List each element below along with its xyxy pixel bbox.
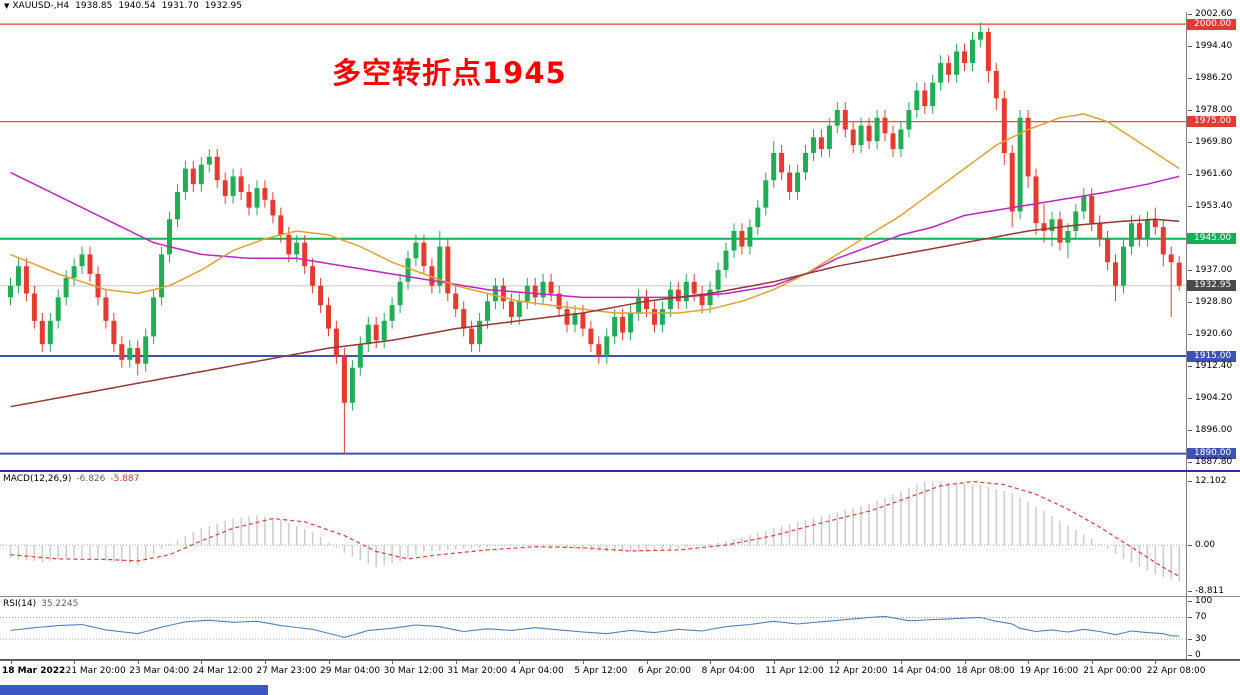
time-axis-label: 6 Apr 20:00 [638,666,691,676]
rsi-name: RSI(14) [3,599,37,609]
time-axis-label: 23 Mar 04:00 [129,666,190,676]
time-tick [10,661,12,664]
macd-axis[interactable]: 12.102 0.00 -8.811 [1186,472,1240,596]
quote-high: 1940.54 [118,1,156,11]
time-tick [328,661,330,664]
annotation-text: 多空转折点1945 [332,56,567,90]
macd-label: MACD(12,26,9) -6.826 -5.887 [3,474,144,484]
time-tick [582,661,584,664]
collapse-triangle-icon[interactable]: ▼ [4,2,10,10]
quote-low: 1931.70 [161,1,199,11]
rsi-axis-label: 70 [1188,612,1209,623]
time-axis-label: 24 Mar 12:00 [192,666,253,676]
macd-histogram [9,481,1180,582]
time-axis-label: 22 Apr 08:00 [1146,666,1206,676]
macd-panel[interactable]: MACD(12,26,9) -6.826 -5.887 12.102 0.00 -8.8… [0,472,1240,597]
rsi-line [10,615,1180,638]
macd-axis-label: 12.102 [1188,476,1230,487]
time-axis-label: 8 Apr 04:00 [701,666,755,676]
time-tick [710,661,712,664]
time-tick [1155,661,1157,664]
time-tick [964,661,966,664]
time-tick [646,661,648,664]
price-panel[interactable]: 多空转折点1945 2002.60 2000.00 1994.40 1986.20 19… [0,9,1240,472]
time-axis-label: 21 Mar 20:00 [65,666,126,676]
macd-chart-svg[interactable] [0,472,1186,596]
price-axis-label: 1994.40 [1188,41,1235,52]
time-tick [900,661,902,664]
price-axis-label: 1969.80 [1188,137,1235,148]
candles [8,22,1182,454]
time-axis-label: 4 Apr 04:00 [510,666,564,676]
symbol-timeframe: XAUUSD-,H4 [12,1,70,11]
time-tick [519,661,521,664]
time-axis-label: 27 Mar 23:00 [256,666,317,676]
rsi-chart-svg[interactable] [0,597,1186,659]
price-axis-label: 1975.00 [1187,116,1236,128]
time-axis-label: 31 Mar 20:00 [447,666,508,676]
macd-value: -6.826 [76,474,106,484]
rsi-axis[interactable]: 100 70 30 0 [1186,596,1240,661]
time-tick [264,661,266,664]
time-axis[interactable]: 18 Mar 2022 21 Mar 20:00 23 Mar 04:00 24 Ma… [0,660,1240,682]
time-tick [1091,661,1093,664]
rsi-label: RSI(14) 35.2245 [3,599,83,609]
bottom-blue-bar [0,685,268,695]
price-axis-label: 1945.00 [1187,233,1236,245]
time-tick [1028,661,1030,664]
price-axis-label: 1915.00 [1187,350,1236,362]
time-tick [837,661,839,664]
time-axis-label: 30 Mar 12:00 [383,666,444,676]
time-tick [773,661,775,664]
price-axis-label: 1961.60 [1188,169,1235,180]
time-axis-label: 11 Apr 12:00 [765,666,824,676]
rsi-axis-label: 100 [1188,596,1215,607]
macd-axis-label: 0.00 [1188,540,1218,551]
quote-bar: ▼ XAUUSD-,H4 1938.85 1940.54 1931.70 1932.95 [0,0,1240,12]
price-chart-svg[interactable] [0,12,1186,468]
rsi-panel[interactable]: RSI(14) 35.2245 100 70 30 0 [0,596,1240,661]
price-axis-label: 1986.20 [1188,73,1235,84]
time-axis-label: 29 Mar 04:00 [320,666,381,676]
price-axis-label: 1928.80 [1188,297,1235,308]
quote-open: 1938.85 [75,1,113,11]
time-axis-label: 19 Apr 16:00 [1019,666,1079,676]
rsi-axis-label: 30 [1188,634,1209,645]
time-tick [201,661,203,664]
time-axis-label: 14 Apr 04:00 [892,666,952,676]
price-axis-label: 1932.95 [1187,280,1236,292]
time-axis-label: 18 Apr 08:00 [956,666,1015,676]
quote-close: 1932.95 [204,1,243,11]
price-axis-label: 1937.00 [1188,265,1235,276]
time-axis-label: 21 Apr 00:00 [1083,666,1142,676]
time-tick [392,661,394,664]
rsi-value: 35.2245 [41,599,79,609]
price-axis-label: 1887.80 [1188,457,1235,468]
price-axis-label: 1890.00 [1187,448,1236,460]
macd-name: MACD(12,26,9) [3,474,72,484]
time-tick [455,661,457,664]
time-axis-label: 12 Apr 20:00 [828,666,888,676]
price-axis-label: 1896.00 [1188,425,1235,436]
ma-slow-magenta [10,171,1180,299]
price-axis-label: 2000.00 [1187,18,1236,30]
macd-signal-line [10,480,1180,577]
time-tick [137,661,139,664]
time-tick [74,661,76,664]
price-axis-label: 1912.40 [1188,361,1235,372]
rsi-axis-label: 0 [1188,650,1204,661]
price-axis[interactable]: 2002.60 2000.00 1994.40 1986.20 1978.00 1975.… [1186,9,1240,470]
price-axis-label: 1904.20 [1188,393,1235,404]
price-axis-label: 1978.00 [1188,105,1235,116]
macd-axis-label: -8.811 [1188,586,1227,597]
time-axis-label: 5 Apr 12:00 [574,666,628,676]
macd-signal-value: -5.887 [110,474,140,484]
price-axis-label: 1920.60 [1188,329,1235,340]
ma-long-darkred [10,218,1180,408]
price-axis-label: 2002.60 [1188,9,1235,20]
price-axis-label: 1953.40 [1188,201,1235,212]
time-axis-label: 18 Mar 2022 [2,666,66,676]
bottom-strip [0,682,1240,695]
